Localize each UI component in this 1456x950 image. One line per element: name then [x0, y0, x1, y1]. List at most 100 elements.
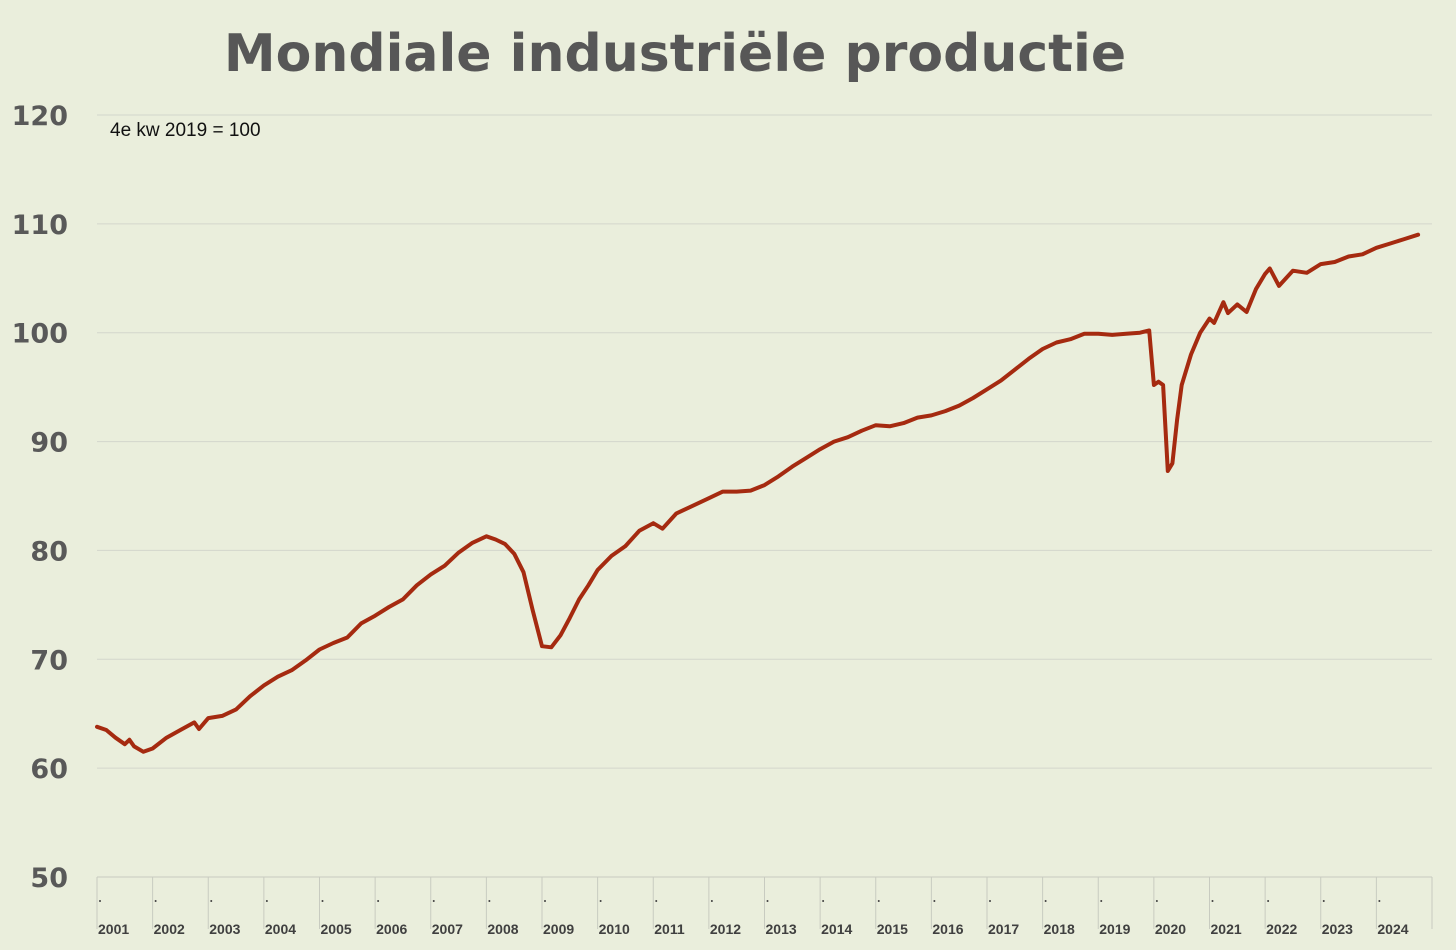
data-point — [902, 421, 906, 425]
data-point — [1068, 337, 1072, 341]
data-point — [512, 552, 516, 556]
data-point — [1235, 302, 1239, 306]
x-tick-label: 2023 — [1322, 921, 1353, 937]
data-point — [860, 429, 864, 433]
data-point — [1245, 310, 1249, 314]
data-point — [957, 404, 961, 408]
data-point — [776, 474, 781, 478]
data-point — [1027, 357, 1031, 361]
x-tick-dot — [1100, 900, 1103, 902]
data-point — [415, 583, 419, 587]
x-tick-label: 2007 — [432, 921, 463, 937]
data-point — [494, 537, 498, 542]
data-point — [971, 396, 975, 400]
data-point — [762, 483, 767, 487]
data-point — [1147, 328, 1151, 333]
data-point — [132, 744, 136, 749]
data-point — [721, 490, 725, 494]
x-tick-label: 2012 — [710, 921, 741, 937]
x-tick-label: 2020 — [1155, 921, 1186, 937]
data-point — [387, 605, 391, 609]
x-tick-dot — [1378, 900, 1381, 902]
data-point — [1054, 340, 1059, 345]
data-point — [674, 511, 679, 515]
data-point — [577, 597, 581, 602]
data-point — [1180, 383, 1184, 387]
y-tick-label: 100 — [12, 319, 68, 350]
x-tick-dot — [877, 900, 880, 902]
data-point — [1124, 332, 1128, 336]
data-point — [1319, 262, 1323, 266]
data-point — [484, 534, 488, 538]
y-tick-label: 50 — [30, 863, 68, 894]
data-point — [1263, 272, 1267, 276]
data-point — [521, 570, 526, 574]
data-point — [874, 423, 878, 427]
data-point — [596, 568, 600, 572]
data-point — [1161, 383, 1165, 387]
data-point — [531, 608, 535, 612]
data-point — [1360, 252, 1365, 256]
data-point — [637, 529, 641, 533]
data-point — [1138, 331, 1142, 335]
data-point — [1254, 287, 1258, 291]
x-tick-dot — [265, 900, 268, 902]
data-point — [1277, 284, 1281, 288]
x-tick-dot — [377, 900, 380, 902]
x-tick-dot — [1267, 900, 1270, 902]
data-point — [1374, 246, 1378, 250]
data-point — [113, 736, 118, 740]
data-point — [197, 727, 201, 731]
x-tick-dot — [1044, 900, 1047, 902]
data-point — [164, 736, 169, 740]
data-point — [1333, 260, 1337, 264]
chart-title: Mondiale industriële productie — [223, 24, 1127, 84]
data-point — [1402, 237, 1406, 241]
data-point — [401, 597, 405, 602]
data-point — [540, 644, 544, 648]
data-point — [503, 542, 507, 546]
data-point — [104, 728, 108, 732]
data-point — [1212, 321, 1216, 325]
data-point — [999, 379, 1003, 383]
x-tick-dot — [989, 900, 991, 902]
series-line — [95, 232, 1421, 754]
data-point — [1170, 461, 1174, 465]
x-tick-label: 2016 — [932, 921, 963, 937]
x-tick-label: 2005 — [321, 921, 352, 937]
x-tick-dot — [321, 900, 324, 902]
x-tick-label: 2021 — [1211, 921, 1242, 937]
data-point — [262, 683, 266, 688]
x-tick-dot — [1211, 900, 1214, 902]
data-point — [123, 742, 127, 746]
data-point — [1305, 271, 1309, 275]
x-tick-label: 2010 — [599, 921, 630, 937]
x-tick-label: 2024 — [1377, 921, 1408, 937]
data-point — [373, 614, 377, 618]
data-point — [735, 490, 739, 494]
data-point — [688, 505, 692, 509]
y-tick-label: 80 — [30, 536, 68, 567]
x-tick-label: 2013 — [766, 921, 797, 937]
x-tick-label: 2001 — [98, 921, 129, 937]
data-point — [549, 645, 553, 649]
data-point — [470, 541, 475, 545]
data-point — [623, 544, 628, 548]
data-point — [888, 424, 892, 428]
data-point — [609, 554, 614, 558]
data-point — [707, 496, 711, 500]
data-point — [457, 551, 461, 555]
x-tick-dot — [1322, 900, 1325, 902]
data-point — [304, 658, 308, 663]
x-tick-dot — [210, 900, 213, 902]
data-point — [929, 413, 934, 417]
x-tick-dot — [599, 900, 602, 902]
x-tick-dot — [933, 900, 936, 902]
data-point — [248, 694, 252, 698]
data-point — [234, 707, 238, 712]
data-point — [1110, 333, 1114, 337]
data-point — [1221, 300, 1225, 304]
data-point — [915, 416, 920, 420]
